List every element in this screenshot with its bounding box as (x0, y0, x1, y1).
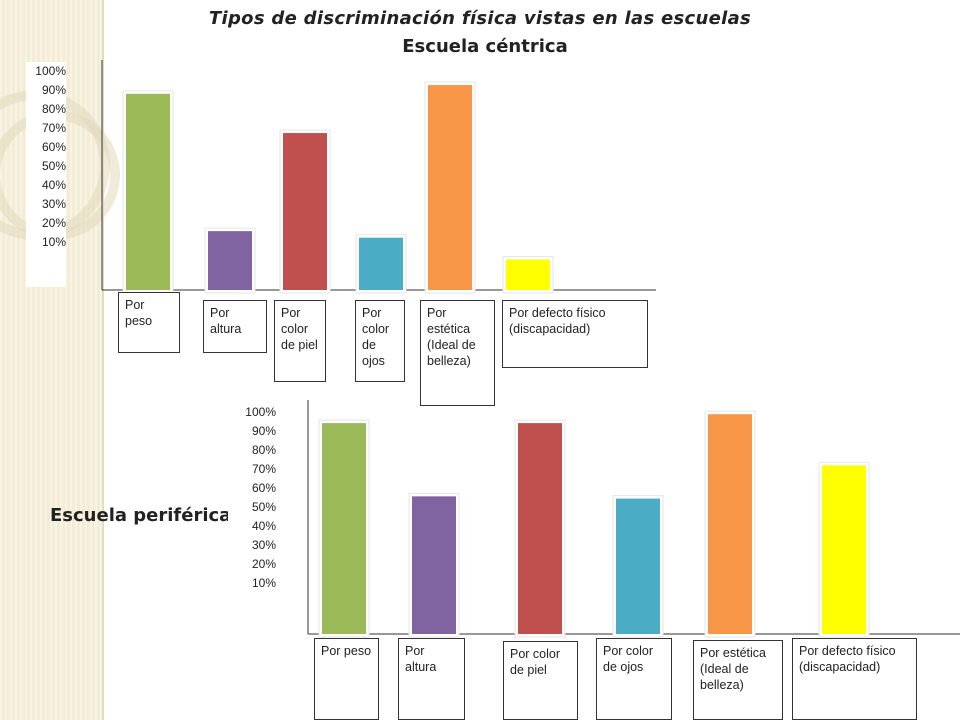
category-label: Por altura (398, 638, 465, 720)
bar (506, 259, 550, 290)
category-label: Por peso (314, 638, 379, 720)
y-tick-label: 70% (251, 462, 276, 476)
y-tick-label: 60% (41, 140, 66, 154)
category-label: Por color de ojos (355, 300, 405, 382)
y-tick-label: 40% (41, 178, 66, 192)
category-label: Por estética (Ideal de belleza) (693, 640, 783, 720)
y-tick-label: 10% (251, 576, 276, 590)
y-tick-label: 50% (251, 500, 276, 514)
y-tick-label: 50% (41, 159, 66, 173)
chart-title-central: Escuela céntrica (402, 36, 568, 57)
y-axis-peripheral: 100% 90% 80% 70% 60% 50% 40% 30% 20% 10% (228, 403, 276, 603)
y-tick-label: 60% (251, 481, 276, 495)
y-tick-label: 20% (251, 557, 276, 571)
y-tick-label: 70% (41, 121, 66, 135)
category-label: Por estética (Ideal de belleza) (420, 300, 495, 406)
bar (359, 237, 403, 290)
category-label: Por color de piel (274, 300, 326, 382)
chart-title-peripheral: Escuela periférica (50, 505, 232, 526)
y-tick-label: 90% (41, 83, 66, 97)
y-tick-label: 30% (41, 197, 66, 211)
bar (283, 133, 327, 290)
bar (822, 465, 866, 634)
bar (322, 423, 366, 634)
category-label: Por defecto físico (discapacidad) (502, 300, 648, 368)
category-label: Por color de piel (503, 641, 578, 720)
bar (708, 414, 752, 634)
y-tick-label: 10% (41, 235, 66, 249)
bar (428, 85, 472, 290)
category-label: Por altura (203, 300, 267, 353)
y-tick-label: 30% (251, 538, 276, 552)
bar (208, 231, 252, 290)
y-tick-label: 40% (251, 519, 276, 533)
bar (616, 498, 660, 634)
bar (126, 93, 170, 290)
bar (518, 423, 562, 634)
y-tick-label: 80% (41, 102, 66, 116)
y-axis-central: 100% 90% 80% 70% 60% 50% 40% 30% 20% 10% (26, 62, 66, 287)
page-title: Tipos de discriminación física vistas en… (208, 8, 752, 29)
y-tick-label: 100% (35, 64, 66, 78)
y-tick-label: 100% (245, 405, 276, 419)
y-tick-label: 90% (251, 424, 276, 438)
category-label: Por color de ojos (596, 638, 672, 720)
category-label: Por peso (118, 292, 180, 353)
category-label: Por defecto físico (discapacidad) (792, 638, 917, 720)
y-tick-label: 80% (251, 443, 276, 457)
bar (412, 496, 456, 634)
y-tick-label: 20% (41, 216, 66, 230)
